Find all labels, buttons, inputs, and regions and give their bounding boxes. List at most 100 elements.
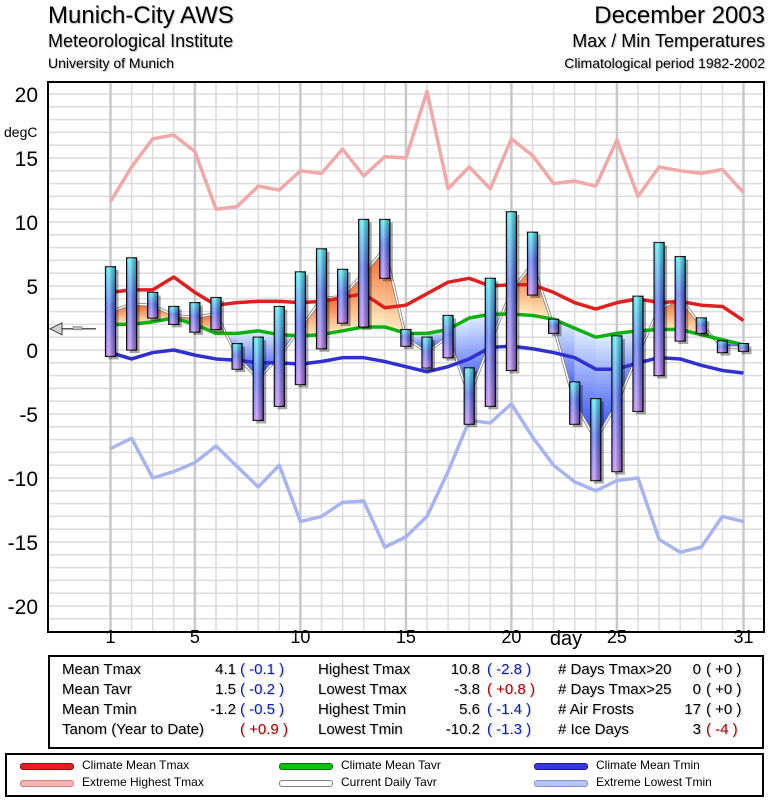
stat-value: 17 <box>684 701 701 718</box>
legend-label: Extreme Highest Tmax <box>82 775 204 789</box>
stat-label: # Days Tmax>25 <box>558 681 672 698</box>
y-tick-label: -20 <box>8 596 38 619</box>
stat-label: Mean Tmin <box>62 701 137 718</box>
x-tick-label: 20 <box>501 627 521 647</box>
stat-anomaly: ( +0.8 ) <box>487 681 535 698</box>
y-tick-label: -5 <box>19 404 38 427</box>
bar-shine <box>400 329 411 347</box>
bar-shine <box>633 296 643 412</box>
legend-label: Current Daily Tavr <box>341 775 437 789</box>
bar-shine <box>548 319 559 334</box>
daily-bars <box>104 211 752 484</box>
bar-shine <box>675 256 686 342</box>
bar-shine <box>232 343 243 370</box>
station-title: Munich-City AWS <box>48 2 234 29</box>
y-tick-label: 10 <box>15 212 38 235</box>
stat-label: Highest Tmin <box>318 701 407 718</box>
stat-anomaly: ( -1.4 ) <box>487 701 532 718</box>
stat-value: 10.8 <box>450 661 480 678</box>
stats-panel: Mean Tmax 4.1( -0.1 ) Mean Tavr 1.5( -0.2 )… <box>48 655 764 749</box>
stat-value: 0 <box>692 661 701 678</box>
stat-anomaly: ( +0 ) <box>706 681 742 698</box>
bar-shine <box>295 271 306 385</box>
x-tick-label: 31 <box>733 627 753 647</box>
legend-label: Climate Mean Tmax <box>82 758 190 772</box>
bar-shine <box>189 302 200 333</box>
stat-value: -1.2 <box>210 701 236 718</box>
y-tick-label: -15 <box>8 532 38 555</box>
legend-label: Climate Mean Tavr <box>341 758 441 772</box>
stat-value: 4.1 <box>215 661 236 678</box>
stat-label: Mean Tavr <box>62 681 132 698</box>
stat-label: Lowest Tmin <box>318 721 403 738</box>
x-tick-label: 1 <box>105 627 115 647</box>
bar-shine <box>569 382 580 425</box>
y-tick-label: -10 <box>8 468 38 491</box>
institute-title: Meteorological Institute <box>48 31 234 51</box>
legend-swatch <box>20 763 74 770</box>
bar-shine <box>105 266 116 357</box>
month-title: December 2003 <box>594 2 765 29</box>
bar-shine <box>738 343 749 352</box>
x-axis-label: day <box>550 628 582 650</box>
bar-shine <box>464 367 475 425</box>
mean-arrow-box <box>72 326 83 331</box>
x-tick-label: 5 <box>190 627 200 647</box>
bar-shine <box>590 398 601 481</box>
stat-anomaly: ( -2.8 ) <box>487 661 532 678</box>
y-tick-label: 5 <box>26 276 38 299</box>
stat-label: # Air Frosts <box>558 701 634 718</box>
stat-label: Lowest Tmax <box>318 681 407 698</box>
stat-value: 3 <box>692 721 701 738</box>
x-tick-label: 15 <box>396 627 416 647</box>
bar-shine <box>527 232 538 295</box>
stat-label: # Days Tmax>20 <box>558 661 672 678</box>
stat-anomaly: ( +0 ) <box>706 701 742 718</box>
bar-shine <box>717 341 728 353</box>
stat-anomaly: ( -0.1 ) <box>240 661 285 678</box>
stat-label: # Ice Days <box>558 721 629 738</box>
legend-swatch <box>534 780 588 787</box>
bar-shine <box>168 306 179 325</box>
plot-frame <box>47 81 765 633</box>
y-tick-label: 0 <box>26 340 38 363</box>
stat-label: Highest Tmax <box>318 661 411 678</box>
legend-swatch <box>534 763 588 770</box>
x-tick-label: 25 <box>607 627 627 647</box>
mean-marker <box>48 321 96 336</box>
legend-swatch <box>279 763 333 770</box>
bar-shine <box>379 219 390 279</box>
bar-shine <box>211 297 221 330</box>
bar-shine <box>654 242 665 376</box>
bar-shine <box>316 248 327 349</box>
stat-anomaly: ( -1.3 ) <box>487 721 532 738</box>
bar-shine <box>126 257 137 350</box>
bar-shine <box>506 211 517 371</box>
grid <box>48 82 764 632</box>
legend-swatch <box>279 780 333 787</box>
x-axis-ticks: 1 5 10 15 20 25 31 <box>105 627 753 647</box>
period-title: Climatological period 1982-2002 <box>564 55 765 71</box>
legend-swatch <box>20 780 74 787</box>
extreme-highest-tmax-line <box>109 89 745 211</box>
y-tick-label: 15 <box>15 148 38 171</box>
stat-value: -3.8 <box>454 681 480 698</box>
bar-shine <box>274 306 285 407</box>
stat-label: Tanom (Year to Date) <box>62 721 205 738</box>
legend-label: Extreme Lowest Tmin <box>596 775 712 789</box>
y-axis-label: degC <box>4 124 37 140</box>
stat-value: 0 <box>692 681 701 698</box>
university-title: University of Munich <box>48 55 175 71</box>
stat-value: 1.5 <box>215 681 236 698</box>
bar-shine <box>611 335 622 472</box>
x-tick-label: 10 <box>290 627 310 647</box>
stat-anomaly: ( -0.5 ) <box>240 701 285 718</box>
bar-shine <box>358 219 369 327</box>
stat-anomaly: ( -0.2 ) <box>240 681 285 698</box>
bar-shine <box>422 337 432 368</box>
y-axis-ticks: 20 15 10 5 0 -5 -10 -15 -20 <box>8 84 38 619</box>
legend: Climate Mean Tmax Climate Mean Tavr Climat… <box>5 753 764 797</box>
chart-subtitle: Max / Min Temperatures <box>572 31 765 51</box>
bar-shine <box>147 292 158 318</box>
